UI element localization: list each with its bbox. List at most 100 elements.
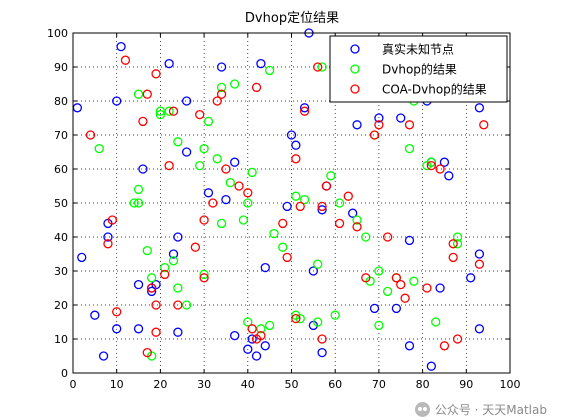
- legend: 真实未知节点 Dvhop的结果 COA-Dvhop的结果: [329, 35, 508, 103]
- legend-label-dvhop: Dvhop的结果: [382, 62, 457, 77]
- axes-frame: [72, 32, 511, 374]
- data-point: [173, 327, 183, 337]
- data-point: [230, 79, 240, 89]
- y-tick-label: 80: [54, 95, 68, 108]
- data-point: [444, 171, 454, 181]
- data-point: [361, 273, 371, 283]
- data-point: [151, 300, 161, 310]
- y-tick-label: 30: [54, 265, 68, 278]
- data-point: [299, 103, 310, 113]
- data-point: [348, 208, 358, 218]
- data-point: [142, 245, 152, 256]
- data-point: [313, 317, 323, 327]
- data-point: [212, 154, 222, 164]
- x-tick-label: 10: [110, 378, 124, 391]
- legend-marker-dvhop: [350, 64, 360, 74]
- data-point: [479, 120, 489, 130]
- data-point: [382, 232, 393, 242]
- legend-marker-true-nodes: [350, 44, 360, 54]
- data-point: [352, 222, 362, 232]
- data-point: [278, 218, 288, 229]
- data-point: [199, 143, 209, 154]
- data-point: [160, 269, 170, 280]
- y-tick-label: 90: [54, 61, 68, 74]
- data-point: [251, 82, 262, 93]
- data-point: [330, 310, 340, 320]
- data-point: [195, 109, 205, 120]
- data-point: [404, 120, 415, 130]
- x-tick-label: 100: [500, 378, 521, 391]
- data-point: [264, 320, 275, 331]
- x-tick-label: 40: [241, 378, 255, 391]
- data-point: [474, 324, 485, 334]
- data-point: [256, 58, 266, 69]
- watermark-text: 公众号 · 天天Matlab: [434, 403, 547, 417]
- data-point: [107, 215, 117, 225]
- data-point: [199, 215, 209, 225]
- data-point: [422, 283, 432, 293]
- x-tick-label: 90: [459, 378, 473, 391]
- data-point: [173, 283, 183, 293]
- data-point: [212, 96, 222, 106]
- data-point: [369, 130, 380, 140]
- data-point: [147, 273, 157, 283]
- data-point: [243, 317, 253, 327]
- data-point: [247, 324, 257, 334]
- data-point: [260, 341, 270, 351]
- data-point: [334, 218, 345, 229]
- data-point: [404, 235, 415, 246]
- data-point: [282, 252, 292, 263]
- x-tick-label: 60: [328, 378, 342, 391]
- data-point: [299, 106, 310, 116]
- data-point: [474, 103, 485, 113]
- data-point: [138, 116, 148, 127]
- y-tick-label: 0: [61, 367, 68, 380]
- data-point: [216, 62, 227, 72]
- data-point: [295, 313, 305, 324]
- data-point: [147, 286, 157, 297]
- data-point: [103, 232, 113, 242]
- data-point: [129, 198, 139, 208]
- y-tick-label: 60: [54, 163, 68, 176]
- data-point: [168, 249, 179, 259]
- data-point: [138, 164, 148, 174]
- data-point: [243, 344, 253, 354]
- data-point: [317, 347, 327, 358]
- data-point: [234, 181, 244, 191]
- legend-label-coa-dvhop: COA-Dvhop的结果: [382, 82, 487, 97]
- legend-label-true-nodes: 真实未知节点: [382, 42, 454, 57]
- y-tick-label: 70: [54, 129, 68, 142]
- legend-box: [329, 35, 508, 103]
- data-point: [168, 256, 179, 266]
- data-point: [474, 249, 485, 259]
- y-tick-label: 100: [47, 27, 68, 40]
- data-point: [142, 89, 152, 99]
- data-point: [260, 262, 270, 273]
- data-point: [230, 157, 240, 167]
- wechat-icon: [414, 402, 430, 417]
- data-point: [247, 334, 257, 344]
- data-point: [199, 269, 209, 280]
- series-2-points: [85, 55, 489, 358]
- data-point: [299, 194, 310, 205]
- x-tick-labels: 0 10 20 30 40 50 60 70 80 90 100: [70, 378, 521, 391]
- chart-title: Dvhop定位结果: [245, 11, 339, 26]
- legend-marker-coa-dvhop: [350, 84, 360, 94]
- data-point: [203, 188, 214, 198]
- data-point: [103, 239, 113, 249]
- data-point: [164, 106, 174, 116]
- data-point: [369, 303, 380, 314]
- data-point: [216, 218, 227, 229]
- data-point: [391, 273, 402, 283]
- data-point: [155, 106, 166, 116]
- data-point: [164, 160, 174, 171]
- data-points: [72, 28, 489, 371]
- data-point: [391, 303, 402, 314]
- y-tick-label: 10: [54, 333, 68, 346]
- data-point: [151, 69, 161, 79]
- series-1-points: [94, 62, 463, 361]
- x-tick-label: 20: [153, 378, 167, 391]
- data-point: [112, 324, 122, 334]
- data-point: [439, 341, 450, 351]
- data-point: [225, 177, 235, 188]
